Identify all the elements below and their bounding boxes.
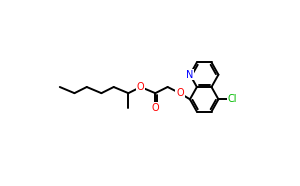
Text: Cl: Cl (227, 94, 237, 104)
Text: N: N (186, 70, 194, 80)
Text: O: O (137, 82, 145, 92)
Text: O: O (152, 103, 159, 113)
Text: O: O (176, 88, 184, 98)
